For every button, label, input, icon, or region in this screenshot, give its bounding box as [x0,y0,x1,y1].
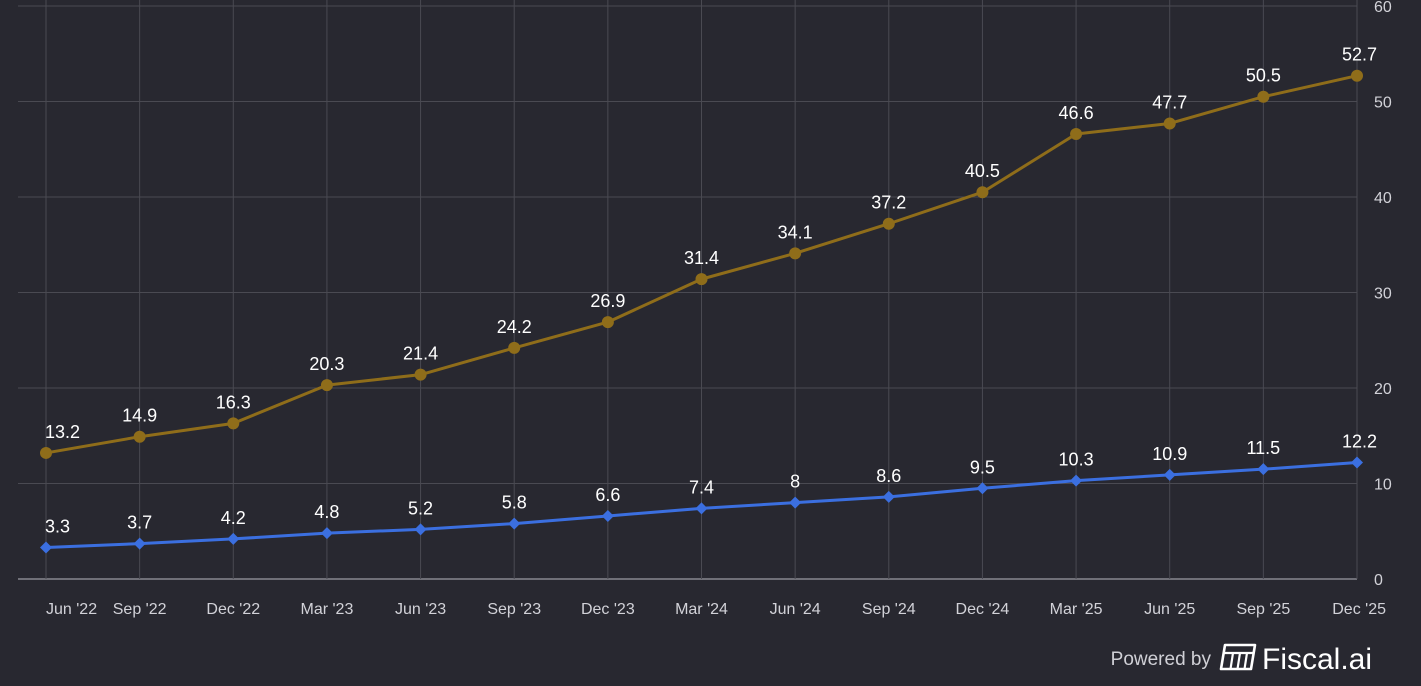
data-point[interactable] [414,523,427,536]
data-point[interactable] [414,368,427,381]
data-label: 26.9 [590,291,625,311]
data-label: 6.6 [595,485,620,505]
data-label: 12.2 [1342,431,1377,451]
data-label: 46.6 [1059,103,1094,123]
y-tick-label: 50 [1374,95,1392,112]
data-label: 47.7 [1152,92,1187,112]
axes: 0 10 20 30 40 50 60 Jun '22 Sep '22 Dec '22 Mar '2… [46,0,1392,618]
data-label: 8 [790,472,800,492]
data-point[interactable] [1257,90,1270,103]
y-tick-label: 0 [1374,572,1383,589]
data-point[interactable] [601,509,614,522]
y-tick-label: 10 [1374,477,1392,494]
data-point[interactable] [1163,468,1176,481]
series-1 [40,69,1363,459]
x-tick-label: Dec '25 [1332,601,1386,618]
data-point[interactable] [320,379,333,392]
x-tick-label: Mar '24 [675,601,728,618]
data-label: 34.1 [778,222,813,242]
data-point[interactable] [133,430,146,443]
data-point[interactable] [976,186,989,199]
data-point[interactable] [1070,127,1083,140]
x-tick-label: Jun '24 [770,601,821,618]
data-label: 8.6 [876,466,901,486]
data-label: 9.5 [970,457,995,477]
x-tick-label: Sep '23 [487,601,541,618]
data-label: 11.5 [1247,438,1281,458]
data-label: 3.7 [127,513,152,533]
series [40,69,1363,554]
data-point[interactable] [695,502,708,515]
data-label: 10.3 [1059,450,1094,470]
data-point[interactable] [882,217,895,230]
data-label: 50.5 [1246,66,1281,86]
data-label: 10.9 [1152,444,1187,464]
data-point[interactable] [882,490,895,503]
brand-name: Fiscal.ai [1262,643,1372,676]
data-point[interactable] [1257,463,1270,476]
data-point[interactable] [1351,456,1363,469]
x-tick-label: Sep '22 [113,601,167,618]
x-tick-label: Sep '25 [1236,601,1290,618]
y-tick-label: 60 [1374,0,1392,16]
fiscal-logo-icon [1219,643,1257,671]
x-tick-label: Dec '24 [956,601,1010,618]
data-point[interactable] [40,541,52,554]
grid [18,0,1358,580]
powered-by-text: Powered by [1111,649,1212,670]
data-labels: 13.2 14.9 16.3 20.3 21.4 24.2 26.9 31.4 34.1 37.2… [45,45,1377,537]
y-tick-label: 30 [1374,286,1392,303]
series-2 [40,456,1363,554]
y-tick-label: 20 [1374,381,1392,398]
data-label: 24.2 [497,317,532,337]
x-tick-label: Mar '23 [300,601,353,618]
data-label: 14.9 [122,406,157,426]
data-point[interactable] [976,482,989,495]
data-point[interactable] [508,517,521,530]
data-label: 31.4 [684,248,719,268]
data-label: 5.8 [502,493,527,513]
data-label: 20.3 [309,354,344,374]
data-point[interactable] [1163,117,1176,130]
data-label: 4.8 [314,502,339,522]
data-point[interactable] [789,247,802,260]
x-tick-label: Jun '23 [395,601,446,618]
data-point[interactable] [40,446,52,459]
data-label: 5.2 [408,498,433,518]
data-point[interactable] [1351,69,1363,82]
data-point[interactable] [1070,474,1083,487]
data-label: 3.3 [45,516,70,536]
data-label: 40.5 [965,161,1000,181]
data-point[interactable] [320,527,333,540]
data-point[interactable] [789,496,802,509]
data-label: 4.2 [221,508,246,528]
branding[interactable]: Powered by Fiscal.ai [1111,643,1372,676]
x-tick-label: Jun '25 [1144,601,1195,618]
data-point[interactable] [601,316,614,329]
data-label: 52.7 [1342,45,1377,65]
x-tick-label: Jun '22 [46,601,97,618]
data-label: 16.3 [216,392,251,412]
x-tick-label: Dec '22 [206,601,260,618]
x-tick-label: Mar '25 [1050,601,1103,618]
data-point[interactable] [695,273,708,286]
data-point[interactable] [508,341,521,354]
data-point[interactable] [227,417,240,430]
data-point[interactable] [227,532,240,545]
x-tick-label: Dec '23 [581,601,635,618]
data-label: 13.2 [45,422,80,442]
y-tick-label: 40 [1374,190,1392,207]
data-point[interactable] [133,537,146,550]
x-tick-label: Sep '24 [862,601,916,618]
data-label: 7.4 [689,477,714,497]
data-label: 21.4 [403,344,438,364]
data-label: 37.2 [871,193,906,213]
